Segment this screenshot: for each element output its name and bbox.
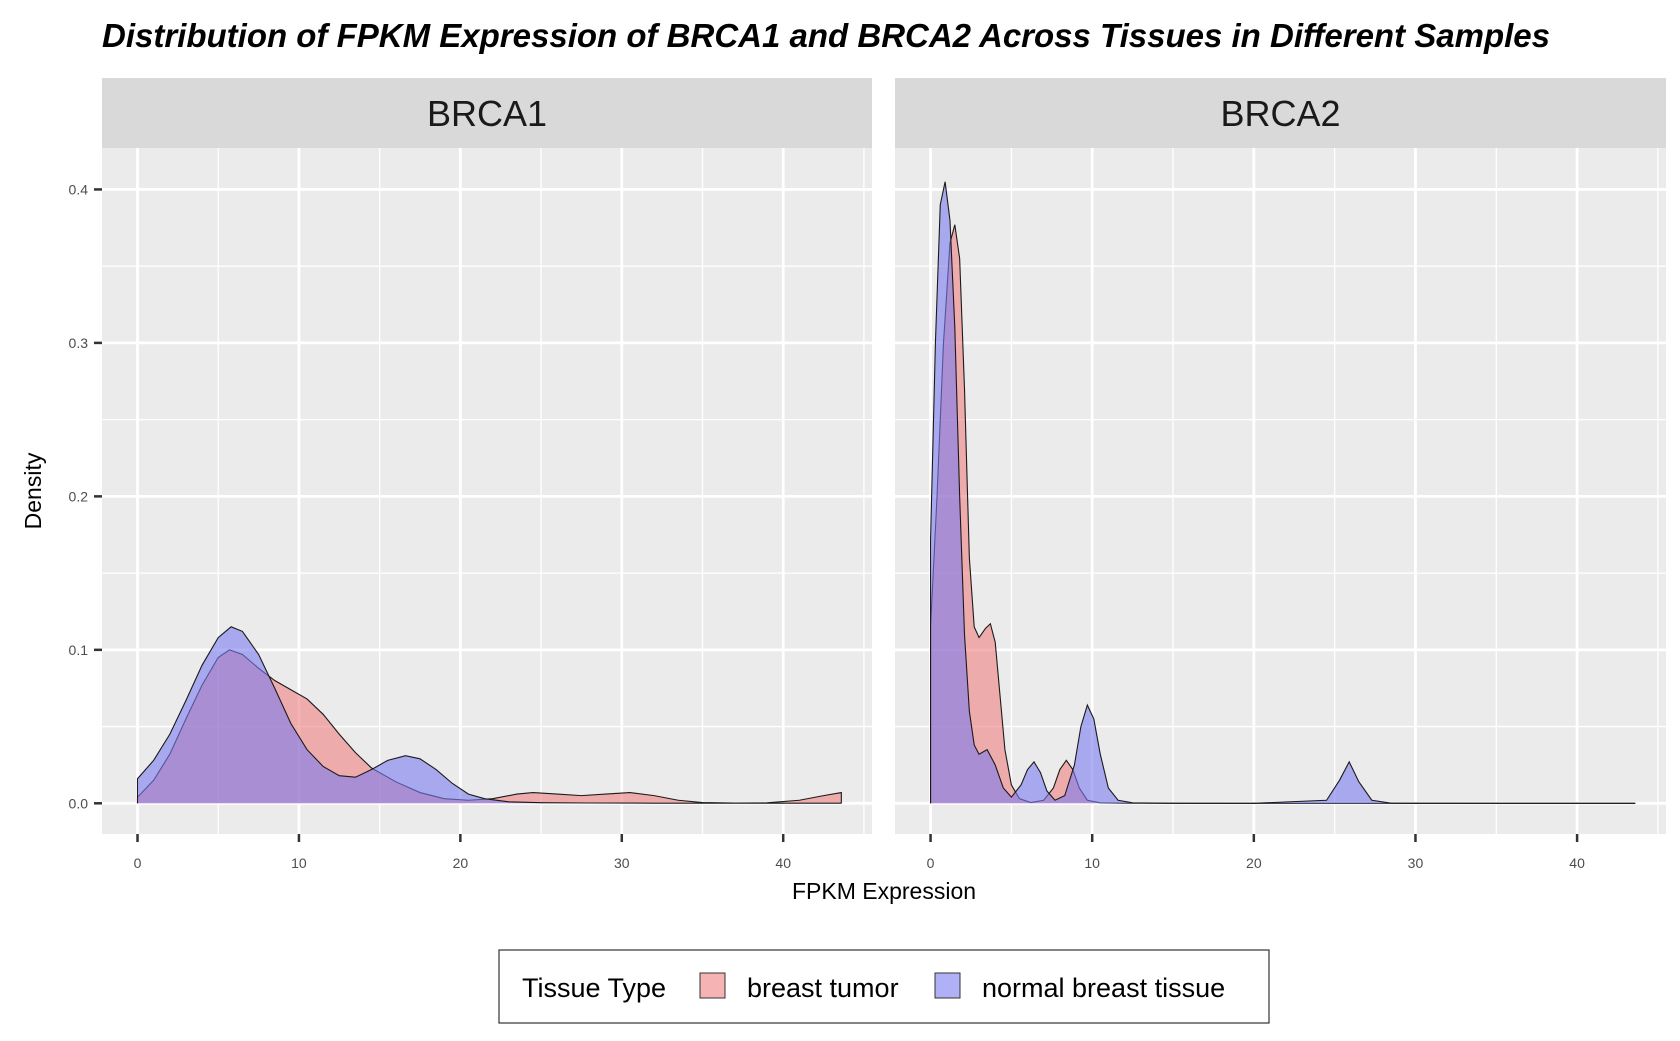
density-area-normal-breast-tissue <box>137 626 842 804</box>
legend-swatch-breast-tumor <box>699 972 726 999</box>
y-tick-label: 0.4 <box>69 181 89 197</box>
density-area-breast-tumor <box>930 224 1636 804</box>
legend-label-breast-tumor: breast tumor <box>747 973 899 1003</box>
density-outline-normal-breast-tissue <box>136 626 842 804</box>
facet-strip-label: BRCA1 <box>427 93 547 134</box>
legend-title: Tissue Type <box>522 973 666 1003</box>
legend-box <box>498 949 1270 1024</box>
y-tick-label: 0.1 <box>69 642 89 658</box>
legend-swatch-normal-breast-tissue <box>934 972 961 999</box>
density-outline-normal-breast-tissue <box>930 181 1636 804</box>
panel-brca1: BRCA1 0 10 20 30 40 <box>102 78 872 871</box>
x-tick-label: 0 <box>927 855 935 871</box>
legend-label-normal-breast-tissue: normal breast tissue <box>982 973 1225 1003</box>
y-axis-title: Density <box>20 452 46 529</box>
y-tick-label: 0.0 <box>69 795 89 811</box>
y-tick-label: 0.2 <box>69 488 89 504</box>
x-tick-label: 30 <box>614 855 630 871</box>
y-axis: 0.0 0.1 0.2 0.3 0.4 <box>69 181 102 811</box>
x-tick-label: 10 <box>291 855 307 871</box>
x-axis-title: FPKM Expression <box>792 878 976 904</box>
x-tick-label: 40 <box>1569 855 1585 871</box>
facet-strip <box>102 78 872 148</box>
y-tick-label: 0.3 <box>69 335 89 351</box>
x-tick-label: 40 <box>775 855 791 871</box>
x-tick-label: 0 <box>134 855 142 871</box>
x-tick-label: 10 <box>1084 855 1100 871</box>
chart-title: Distribution of FPKM Expression of BRCA1… <box>102 17 1550 54</box>
facet-strip-label: BRCA2 <box>1220 93 1340 134</box>
legend: Tissue Type breast tumor normal breast t… <box>498 949 1270 1024</box>
facet-strip <box>895 78 1666 148</box>
facet-panels: BRCA1 0 10 20 30 40 BRCA2 0 10 20 30 40 <box>102 78 1666 871</box>
panel-background <box>895 148 1666 834</box>
x-tick-label: 20 <box>1246 855 1262 871</box>
panel-brca2: BRCA2 0 10 20 30 40 <box>895 78 1666 871</box>
x-tick-label: 20 <box>453 855 469 871</box>
x-tick-label: 30 <box>1408 855 1424 871</box>
